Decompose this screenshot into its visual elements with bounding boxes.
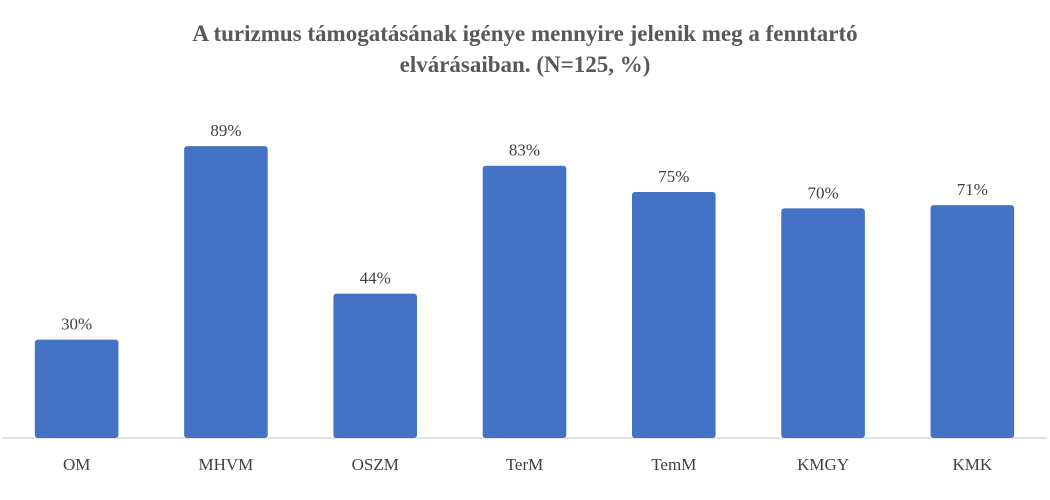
value-label: 75% [658,167,689,186]
x-tick-label: TerM [506,455,544,474]
bar [482,165,567,438]
chart-title: A turizmus támogatásának igénye mennyire… [192,21,858,77]
value-label: 70% [807,183,838,202]
x-tick-label: TemM [651,455,696,474]
bar [631,192,716,438]
value-label: 30% [61,315,92,334]
value-label: 44% [360,269,391,288]
bar [34,339,119,438]
x-tick-label: KMGY [797,455,849,474]
x-tick-label: MHVM [199,455,254,474]
value-label: 83% [509,141,540,160]
bar [333,293,418,438]
value-label: 89% [210,121,241,140]
bar [184,146,268,438]
x-tick-label: OSZM [352,455,399,474]
x-tick-label: KMK [953,455,993,474]
value-label: 71% [957,180,988,199]
x-tick-label: OM [63,455,90,474]
bar [930,205,1015,438]
bar [781,208,865,438]
